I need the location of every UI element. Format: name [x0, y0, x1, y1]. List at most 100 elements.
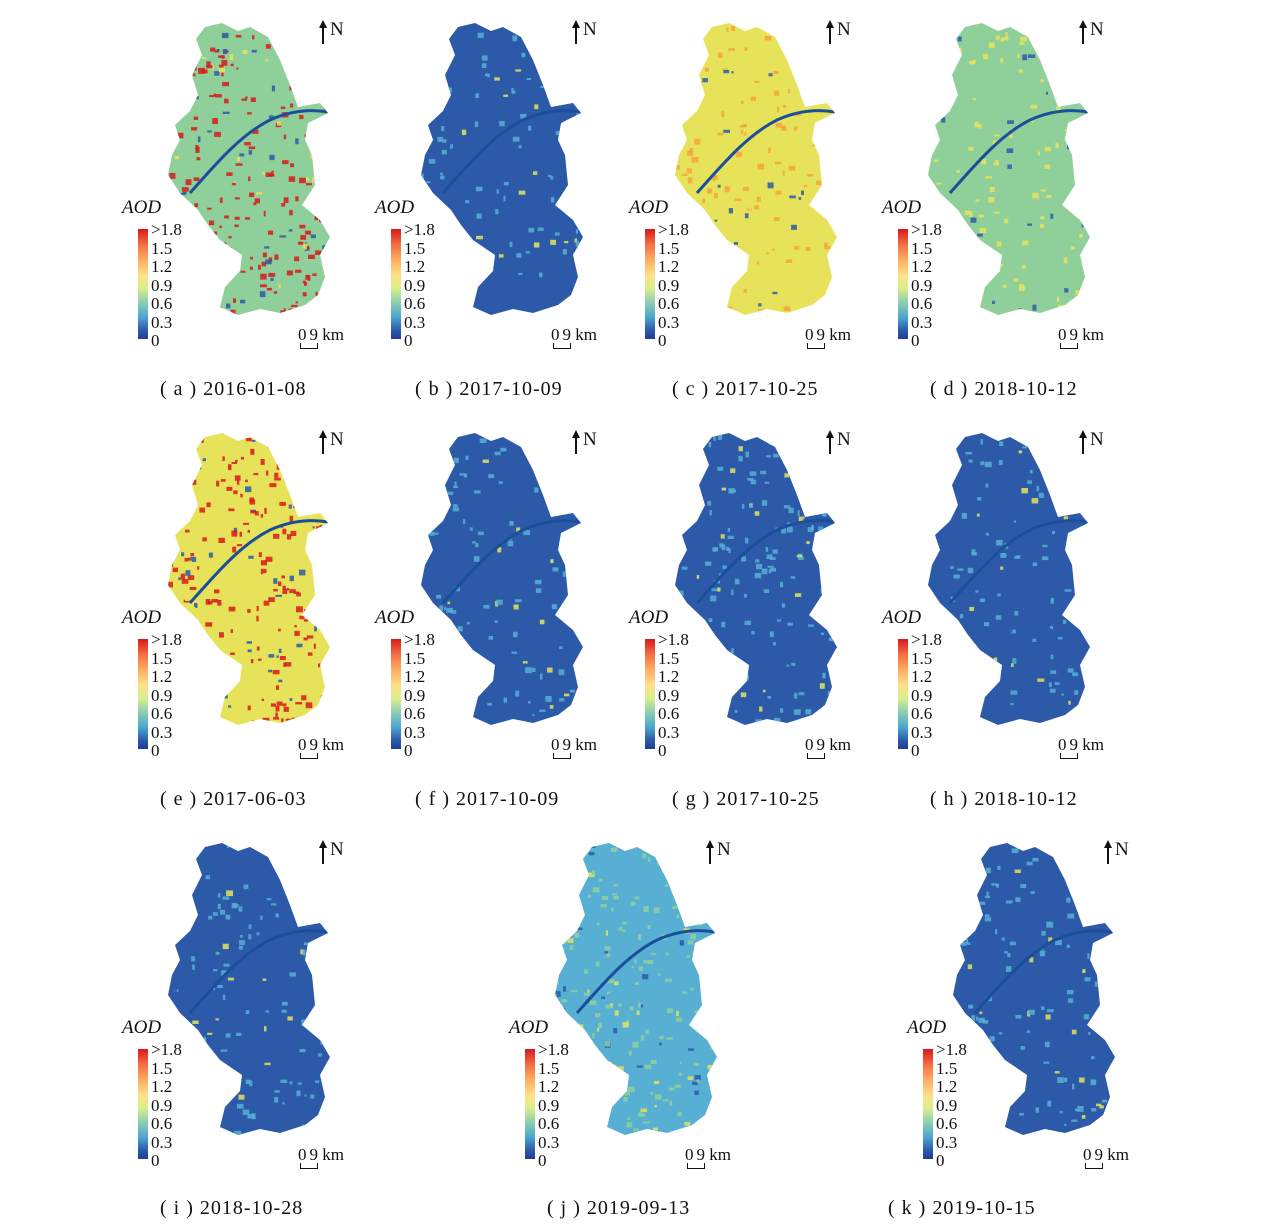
- panel-caption: ( k ) 2019-10-15: [888, 1197, 1036, 1219]
- legend-title: AOD: [629, 197, 669, 218]
- region-fill: [953, 843, 1115, 1135]
- panel-caption: ( f ) 2017-10-09: [415, 788, 560, 810]
- legend-colorbar: [138, 1049, 148, 1159]
- scale-end: 9: [1069, 325, 1079, 344]
- panel-caption: ( b ) 2017-10-09: [415, 378, 563, 400]
- river: [441, 109, 582, 194]
- legend-tick: 0.6: [404, 294, 426, 313]
- legend-tick: 1.2: [936, 1077, 958, 1096]
- scale-bar-line: [807, 343, 825, 349]
- north-label: N: [837, 429, 851, 450]
- legend-tick: 1.5: [151, 1058, 173, 1078]
- legend-tick: 1.2: [658, 667, 680, 686]
- aod-map-g: [675, 433, 837, 725]
- scale-bar-line: [1060, 753, 1078, 759]
- river: [695, 109, 836, 194]
- legend-tick: 1.2: [911, 257, 933, 276]
- north-arrow-icon: [706, 840, 714, 864]
- legend-colorbar: [923, 1049, 933, 1159]
- legend-tick: 1.5: [538, 1058, 560, 1078]
- north-arrow: N: [318, 430, 344, 454]
- region-fill: [675, 433, 837, 725]
- legend-title: AOD: [882, 197, 922, 218]
- legend-tick: 0.9: [151, 685, 173, 705]
- legend-tick: 0.9: [538, 1095, 560, 1115]
- river: [575, 929, 716, 1014]
- legend-tick: 0.6: [911, 704, 933, 723]
- legend-tick: 1.2: [404, 257, 426, 276]
- legend-tick: 0: [658, 741, 667, 760]
- scale-start: 0: [298, 1145, 307, 1164]
- north-arrow-icon: [572, 20, 580, 44]
- aod-map-i: [168, 843, 330, 1135]
- legend-tick: 1.2: [911, 667, 933, 686]
- legend-tick: >1.8: [658, 220, 689, 239]
- legend-tick: 1.5: [911, 238, 933, 258]
- north-label: N: [717, 839, 731, 860]
- legend-tick: >1.8: [151, 630, 182, 649]
- river: [188, 109, 329, 194]
- legend-tick: 0: [151, 331, 160, 350]
- panel-caption: ( a ) 2016-01-08: [160, 378, 307, 400]
- scale-unit: km: [829, 735, 851, 754]
- legend-tick: 0.6: [151, 1114, 173, 1133]
- legend-colorbar: [645, 639, 655, 749]
- north-arrow: N: [705, 840, 731, 864]
- legend-tick: 0: [404, 331, 413, 350]
- north-arrow-icon: [1104, 840, 1112, 864]
- scale-start: 0: [1058, 325, 1067, 344]
- legend-tick: >1.8: [538, 1040, 569, 1059]
- legend-tick: >1.8: [936, 1040, 967, 1059]
- legend-tick: 0: [404, 741, 413, 760]
- scale-start: 0: [298, 735, 307, 754]
- aod-map-k: [953, 843, 1115, 1135]
- north-arrow-icon: [826, 430, 834, 454]
- north-arrow-icon: [1079, 20, 1087, 44]
- north-arrow: N: [571, 430, 597, 454]
- scale-bar-line: [300, 753, 318, 759]
- north-arrow-icon: [319, 430, 327, 454]
- legend-title: AOD: [375, 197, 415, 218]
- legend-title: AOD: [882, 607, 922, 628]
- legend-tick: 0: [538, 1151, 547, 1170]
- scale-bar-line: [300, 343, 318, 349]
- scale-unit: km: [1082, 735, 1104, 754]
- legend-tick: 0: [658, 331, 667, 350]
- map-panel-j: N AOD >1.8 1.5 1.2 0.9 0.6 0.3 0 0 9 km: [507, 835, 757, 1175]
- aod-map-d: [928, 23, 1090, 315]
- map-panel-h: N AOD >1.8 1.5 1.2 0.9 0.6 0.3 0 0 9 km: [880, 425, 1130, 765]
- legend-tick: >1.8: [404, 630, 435, 649]
- scale-unit: km: [709, 1145, 731, 1164]
- north-arrow: N: [825, 430, 851, 454]
- scale-unit: km: [575, 325, 597, 344]
- legend-colorbar: [898, 639, 908, 749]
- legend-tick: 0: [151, 741, 160, 760]
- scale-unit: km: [575, 735, 597, 754]
- map-panel-f: N AOD >1.8 1.5 1.2 0.9 0.6 0.3 0 0 9 km: [373, 425, 623, 765]
- legend-colorbar: [525, 1049, 535, 1159]
- legend-tick: 1.5: [911, 648, 933, 668]
- scale-bar-line: [1060, 343, 1078, 349]
- north-arrow: N: [1078, 430, 1104, 454]
- aod-map-c: [675, 23, 837, 315]
- legend-tick: 1.2: [538, 1077, 560, 1096]
- river: [948, 519, 1089, 604]
- scale-start: 0: [298, 325, 307, 344]
- map-panel-c: N AOD >1.8 1.5 1.2 0.9 0.6 0.3 0 0 9 km: [627, 15, 877, 355]
- legend-title: AOD: [907, 1017, 947, 1038]
- north-label: N: [837, 19, 851, 40]
- legend-tick: 0.6: [151, 294, 173, 313]
- region-fill: [168, 843, 330, 1135]
- legend-tick: 1.2: [151, 257, 173, 276]
- panel-caption: ( d ) 2018-10-12: [930, 378, 1078, 400]
- legend-title: AOD: [122, 1017, 162, 1038]
- region-fill: [675, 23, 837, 315]
- scale-end: 9: [562, 325, 572, 344]
- legend-tick: 1.5: [936, 1058, 958, 1078]
- map-panel-k: N AOD >1.8 1.5 1.2 0.9 0.6 0.3 0 0 9 km: [905, 835, 1155, 1175]
